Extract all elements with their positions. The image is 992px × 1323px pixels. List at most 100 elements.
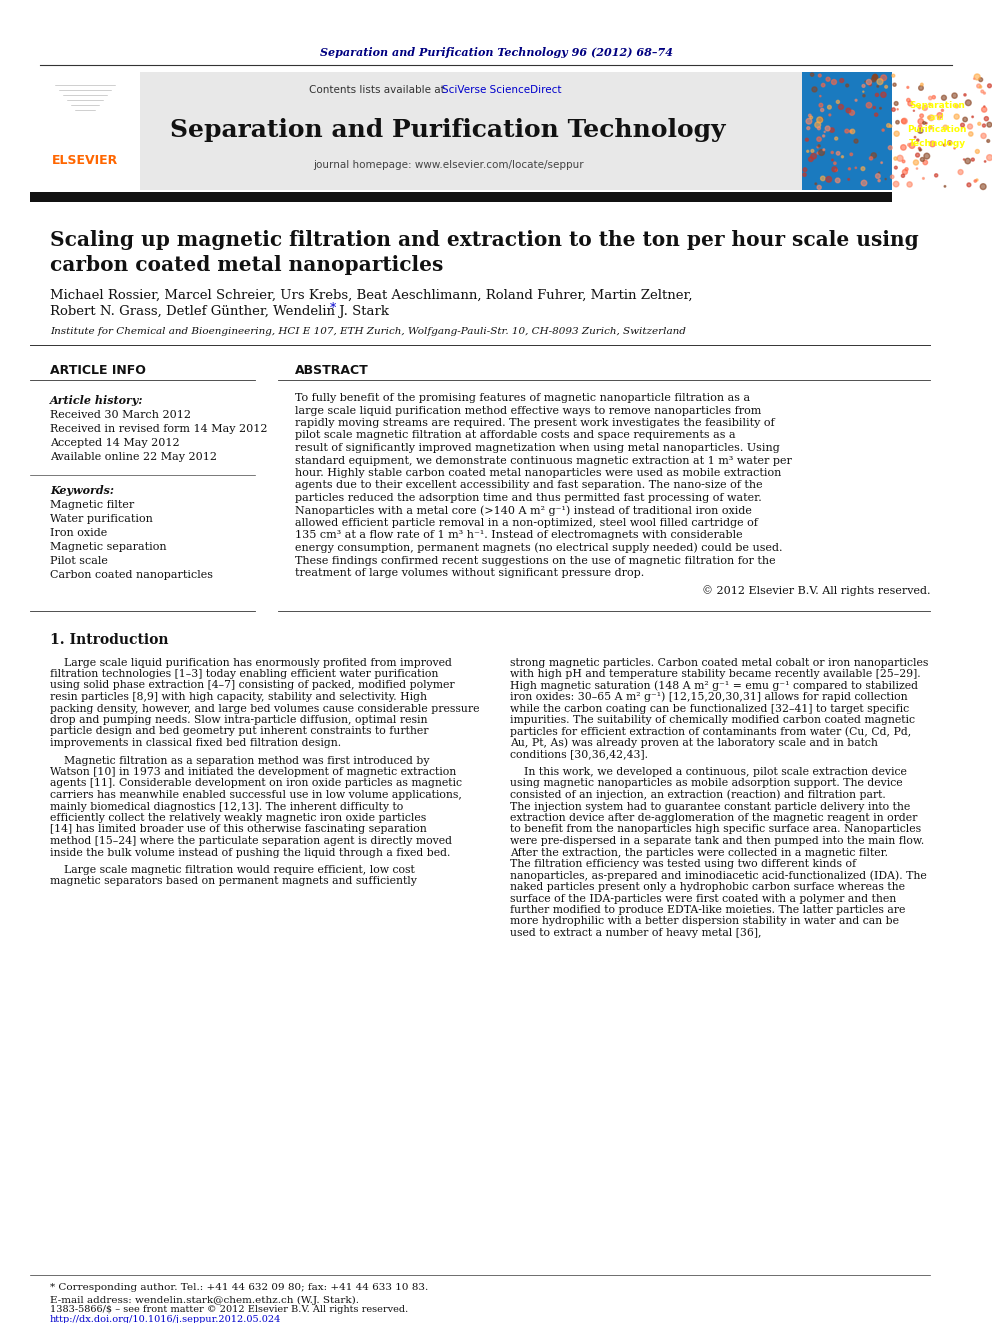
Text: Iron oxide: Iron oxide — [50, 528, 107, 538]
Circle shape — [874, 74, 877, 78]
Circle shape — [971, 157, 974, 161]
Circle shape — [947, 140, 951, 144]
Circle shape — [808, 114, 811, 116]
Circle shape — [826, 176, 831, 183]
Circle shape — [963, 118, 967, 122]
Text: Magnetic separation: Magnetic separation — [50, 542, 167, 552]
Text: iron oxides: 30–65 A m² g⁻¹) [12,15,20,30,31] allows for rapid collection: iron oxides: 30–65 A m² g⁻¹) [12,15,20,3… — [510, 692, 908, 703]
Circle shape — [943, 126, 947, 130]
Circle shape — [976, 179, 978, 181]
Circle shape — [902, 175, 905, 177]
Circle shape — [928, 116, 930, 119]
Circle shape — [876, 173, 880, 179]
Circle shape — [892, 107, 895, 111]
Text: 1. Introduction: 1. Introduction — [50, 634, 169, 647]
Bar — [802, 71, 892, 191]
Circle shape — [923, 122, 926, 124]
Text: rapidly moving streams are required. The present work investigates the feasibili: rapidly moving streams are required. The… — [295, 418, 775, 429]
Circle shape — [825, 126, 830, 131]
Circle shape — [877, 78, 883, 85]
Circle shape — [894, 102, 898, 106]
Circle shape — [954, 114, 959, 119]
Circle shape — [806, 118, 811, 124]
Circle shape — [848, 179, 849, 180]
Circle shape — [894, 157, 897, 160]
Text: standard equipment, we demonstrate continuous magnetic extraction at 1 m³ water : standard equipment, we demonstrate conti… — [295, 455, 792, 466]
Circle shape — [819, 103, 822, 107]
Text: Available online 22 May 2012: Available online 22 May 2012 — [50, 452, 217, 462]
Text: *: * — [330, 303, 336, 315]
Text: The injection system had to guarantee constant particle delivery into the: The injection system had to guarantee co… — [510, 802, 911, 811]
Circle shape — [850, 130, 855, 134]
Text: Pilot scale: Pilot scale — [50, 556, 108, 566]
Circle shape — [869, 156, 873, 160]
Circle shape — [834, 138, 837, 140]
Text: E-mail address: wendelin.stark@chem.ethz.ch (W.J. Stark).: E-mail address: wendelin.stark@chem.ethz… — [50, 1295, 359, 1304]
Text: Carbon coated nanoparticles: Carbon coated nanoparticles — [50, 570, 213, 579]
Circle shape — [829, 114, 830, 116]
Text: filtration technologies [1–3] today enabling efficient water purification: filtration technologies [1–3] today enab… — [50, 669, 438, 679]
Text: particles reduced the adsorption time and thus permitted fast processing of wate: particles reduced the adsorption time an… — [295, 493, 762, 503]
Circle shape — [831, 159, 833, 161]
Circle shape — [838, 105, 843, 110]
Circle shape — [804, 168, 806, 172]
Text: Scaling up magnetic filtration and extraction to the ton per hour scale using: Scaling up magnetic filtration and extra… — [50, 230, 919, 250]
Circle shape — [808, 157, 813, 161]
Circle shape — [894, 181, 899, 187]
Circle shape — [836, 101, 839, 103]
Circle shape — [920, 114, 924, 118]
Text: Michael Rossier, Marcel Schreier, Urs Krebs, Beat Aeschlimann, Roland Fuhrer, Ma: Michael Rossier, Marcel Schreier, Urs Kr… — [50, 288, 692, 302]
Circle shape — [855, 99, 857, 102]
Text: using solid phase extraction [4–7] consisting of packed, modified polymer: using solid phase extraction [4–7] consi… — [50, 680, 454, 691]
Circle shape — [890, 124, 892, 127]
Circle shape — [988, 83, 991, 87]
Circle shape — [893, 83, 896, 86]
Circle shape — [952, 93, 957, 98]
Circle shape — [972, 116, 973, 118]
Circle shape — [866, 102, 872, 108]
Text: further modified to produce EDTA-like moieties. The latter particles are: further modified to produce EDTA-like mo… — [510, 905, 906, 916]
Circle shape — [849, 130, 852, 132]
Circle shape — [967, 124, 972, 130]
Text: The filtration efficiency was tested using two different kinds of: The filtration efficiency was tested usi… — [510, 859, 856, 869]
Circle shape — [863, 94, 865, 97]
Circle shape — [941, 95, 946, 101]
Circle shape — [983, 93, 985, 94]
Circle shape — [814, 122, 820, 128]
Text: surface of the IDA-particles were first coated with a polymer and then: surface of the IDA-particles were first … — [510, 893, 896, 904]
Circle shape — [894, 131, 899, 136]
Circle shape — [944, 185, 945, 187]
Circle shape — [881, 161, 883, 164]
Circle shape — [929, 115, 934, 120]
Text: Accepted 14 May 2012: Accepted 14 May 2012 — [50, 438, 180, 448]
Text: [14] has limited broader use of this otherwise fascinating separation: [14] has limited broader use of this oth… — [50, 824, 427, 835]
Circle shape — [846, 108, 851, 112]
Text: Separation: Separation — [909, 101, 965, 110]
Text: resin particles [8,9] with high capacity, stability and selectivity. High: resin particles [8,9] with high capacity… — [50, 692, 427, 703]
Circle shape — [832, 167, 837, 172]
Circle shape — [871, 152, 876, 159]
Text: to benefit from the nanoparticles high specific surface area. Nanoparticles: to benefit from the nanoparticles high s… — [510, 824, 922, 835]
Circle shape — [987, 139, 990, 143]
Circle shape — [919, 147, 921, 149]
Text: impurities. The suitability of chemically modified carbon coated magnetic: impurities. The suitability of chemicall… — [510, 714, 915, 725]
Text: Robert N. Grass, Detlef Günther, Wendelin J. Stark: Robert N. Grass, Detlef Günther, Wendeli… — [50, 306, 389, 319]
Circle shape — [817, 147, 818, 148]
Text: energy consumption, permanent magnets (no electrical supply needed) could be use: energy consumption, permanent magnets (n… — [295, 542, 783, 553]
Text: large scale liquid purification method effective ways to remove nanoparticles fr: large scale liquid purification method e… — [295, 406, 762, 415]
Text: particle design and bed geometry put inherent constraints to further: particle design and bed geometry put inh… — [50, 726, 429, 737]
Circle shape — [806, 127, 809, 130]
Circle shape — [881, 75, 887, 81]
Text: improvements in classical fixed bed filtration design.: improvements in classical fixed bed filt… — [50, 738, 341, 747]
Circle shape — [895, 167, 898, 169]
Circle shape — [831, 79, 836, 85]
Text: Magnetic filtration as a separation method was first introduced by: Magnetic filtration as a separation meth… — [50, 755, 430, 766]
Circle shape — [943, 144, 944, 146]
Circle shape — [905, 168, 908, 171]
Circle shape — [809, 116, 812, 119]
Circle shape — [974, 74, 980, 79]
Circle shape — [887, 123, 891, 127]
Text: were pre-dispersed in a separate tank and then pumped into the main flow.: were pre-dispersed in a separate tank an… — [510, 836, 925, 845]
Circle shape — [907, 98, 910, 102]
Circle shape — [882, 130, 884, 131]
